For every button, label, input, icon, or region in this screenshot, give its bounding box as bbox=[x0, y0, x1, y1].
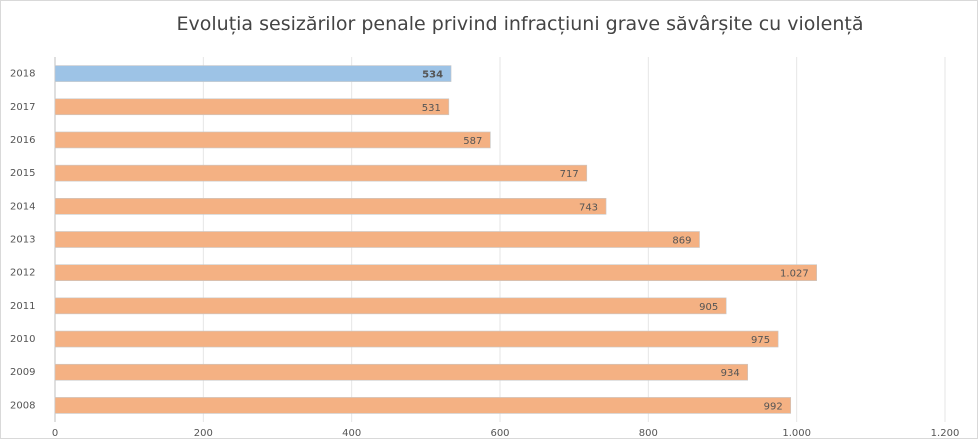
y-tick-label: 2009 bbox=[10, 367, 35, 378]
chart-title: Evoluția sesizărilor penale privind infr… bbox=[176, 13, 864, 35]
value-label: 975 bbox=[751, 335, 770, 346]
value-label: 717 bbox=[560, 169, 579, 180]
y-tick-label: 2012 bbox=[10, 268, 35, 279]
bar bbox=[54, 264, 817, 281]
bar bbox=[54, 65, 452, 82]
value-label: 869 bbox=[672, 236, 691, 247]
y-tick-label: 2011 bbox=[10, 301, 35, 312]
value-label: 1.027 bbox=[780, 269, 809, 280]
value-label: 905 bbox=[699, 302, 718, 313]
bar bbox=[54, 397, 792, 414]
y-tick-label: 2018 bbox=[10, 69, 35, 80]
x-tick-label: 0 bbox=[52, 428, 58, 439]
bar bbox=[54, 98, 450, 116]
value-label: 531 bbox=[422, 103, 441, 114]
x-tick-label: 200 bbox=[194, 428, 213, 439]
y-tick-label: 2010 bbox=[10, 334, 35, 345]
value-label: 934 bbox=[721, 368, 740, 379]
bar bbox=[54, 231, 700, 248]
y-tick-label: 2014 bbox=[10, 201, 35, 212]
y-tick-label: 2017 bbox=[10, 102, 35, 113]
value-label: 587 bbox=[463, 136, 482, 147]
bar bbox=[54, 363, 749, 381]
x-tick-label: 400 bbox=[342, 428, 361, 439]
y-tick-label: 2016 bbox=[10, 135, 35, 146]
value-label: 743 bbox=[579, 202, 598, 213]
bar bbox=[54, 330, 779, 348]
x-tick-label: 600 bbox=[490, 428, 509, 439]
y-tick-label: 2013 bbox=[10, 235, 35, 246]
bar bbox=[54, 131, 491, 149]
value-label: 534 bbox=[422, 70, 443, 81]
bar bbox=[54, 164, 588, 182]
x-tick-label: 1.200 bbox=[931, 428, 960, 439]
bar bbox=[54, 297, 727, 315]
y-tick-label: 2008 bbox=[10, 400, 35, 411]
y-tick-label: 2015 bbox=[10, 168, 35, 179]
x-tick-label: 800 bbox=[639, 428, 658, 439]
bar bbox=[54, 198, 607, 215]
value-label: 992 bbox=[764, 401, 783, 412]
x-tick-label: 1.000 bbox=[782, 428, 811, 439]
